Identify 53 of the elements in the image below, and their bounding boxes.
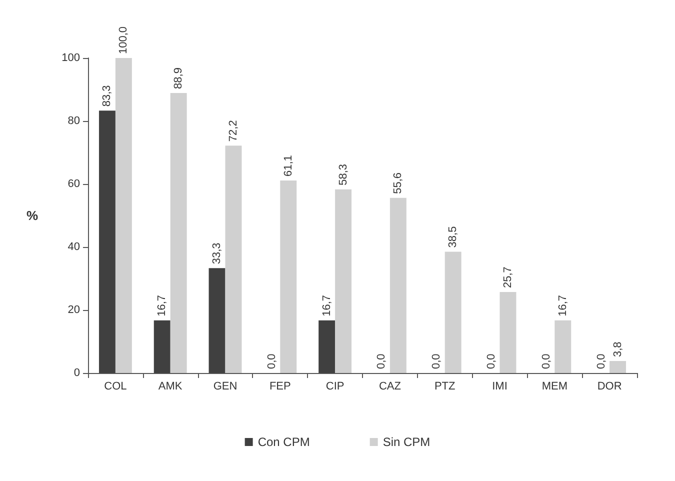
x-tick-label: GEN [213, 380, 238, 392]
data-label: 72,2 [227, 120, 240, 142]
data-label: 55,6 [392, 172, 404, 194]
data-label: 16,7 [156, 294, 168, 316]
data-label: 33,3 [211, 242, 224, 264]
data-label: 25,7 [502, 266, 514, 288]
y-tick-label: 80 [68, 115, 80, 127]
y-tick-label: 0 [74, 367, 80, 379]
bar [115, 58, 132, 373]
data-label: 0,0 [266, 354, 278, 369]
data-label: 16,7 [556, 294, 569, 316]
data-label: 16,7 [320, 294, 333, 316]
data-label: 0,0 [486, 354, 498, 369]
bar [208, 268, 226, 373]
y-tick-label: 60 [68, 178, 80, 190]
x-tick-label: CIP [326, 380, 344, 392]
x-tick-label: MEM [542, 380, 568, 392]
data-label: 0,0 [540, 354, 552, 369]
y-tick-label: 40 [68, 241, 80, 253]
bar [170, 92, 187, 373]
data-label: 0,0 [376, 354, 388, 369]
x-tick-label: IMI [492, 380, 508, 392]
y-tick-label: 20 [68, 304, 80, 316]
bar [500, 292, 516, 373]
bar [225, 146, 242, 373]
bar [444, 252, 462, 373]
data-label: 100,0 [118, 26, 130, 54]
data-label: 38,5 [447, 226, 460, 248]
data-label: 61,1 [282, 155, 294, 177]
bar [318, 320, 336, 373]
bar [280, 180, 297, 373]
x-tick-label: COL [104, 380, 127, 392]
bar [610, 361, 626, 373]
data-label: 3,8 [612, 342, 624, 358]
y-tick-label: 100 [62, 52, 80, 64]
data-label: 88,9 [172, 68, 185, 89]
bar [154, 320, 170, 373]
x-tick-label: FEP [269, 380, 291, 392]
bar [390, 198, 406, 373]
legend-label: Con CPM [258, 435, 310, 449]
bar [554, 320, 572, 373]
bar [98, 110, 116, 373]
y-axis-title: % [26, 208, 38, 223]
data-label: 0,0 [595, 354, 608, 369]
x-tick-label: DOR [597, 380, 622, 392]
data-label: 58,3 [337, 164, 350, 186]
x-tick-label: PTZ [434, 380, 456, 392]
x-tick-label: AMK [158, 380, 183, 392]
bar [335, 189, 352, 373]
data-label: 83,3 [101, 85, 114, 107]
legend-label: Sin CPM [382, 435, 430, 449]
data-label: 0,0 [430, 354, 443, 369]
x-tick-label: CAZ [378, 380, 402, 392]
